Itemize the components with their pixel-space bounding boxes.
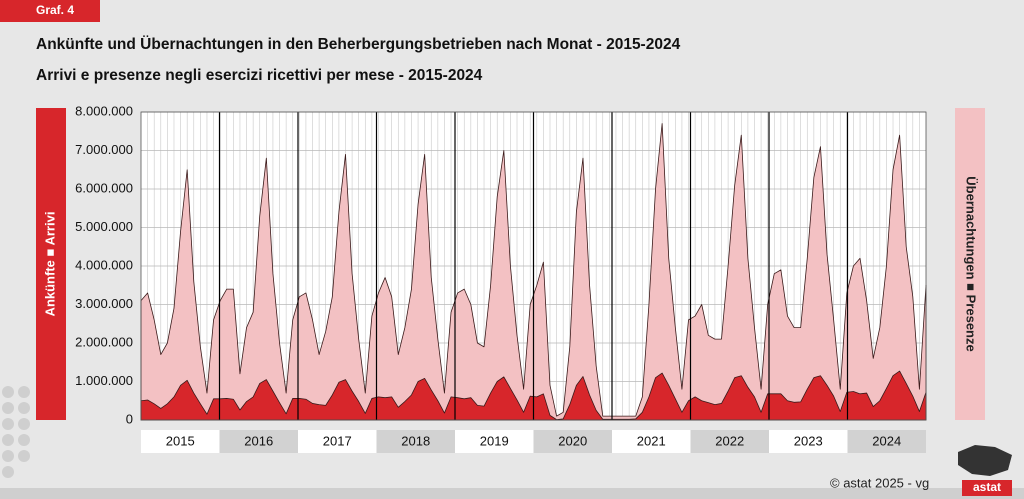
source: © astat 2025 - vg [830,475,929,490]
x-tick-label: 2021 [637,433,666,448]
x-tick-label: 2018 [401,433,430,448]
year-band [769,430,848,453]
x-tick-label: 2017 [323,433,352,448]
year-band [847,430,926,453]
x-tick-label: 2024 [872,433,901,448]
tag-box [0,0,100,22]
y-tick-label: 4.000.000 [75,257,133,272]
area [140,123,927,421]
decoration [2,386,30,478]
y-tick-label: 5.000.000 [75,219,133,234]
legend-band-right [955,108,985,420]
year-band [533,430,612,453]
chart-title: Ankünfte und Übernachtungen in den Beher… [36,36,681,53]
year-band [612,430,691,453]
y-tick-label: 2.000.000 [75,334,133,349]
year-band [298,430,377,453]
x-tick-label: 2022 [715,433,744,448]
y-tick-label: 0 [126,411,133,426]
logo-box [962,480,1012,496]
plot-border [140,111,927,421]
year-band [690,430,769,453]
y-tick-label: 6.000.000 [75,180,133,195]
legend-entry: Ankünfte ■ Arrivi [42,212,57,317]
y-tick-label: 7.000.000 [75,142,133,157]
year-band [141,430,220,453]
year-band [219,430,298,453]
tag: Graf. 4 [36,3,74,17]
x-tick-label: 2023 [794,433,823,448]
x-tick-label: 2019 [480,433,509,448]
footer-bar [0,488,1024,499]
x-tick-label: 2016 [244,433,273,448]
legend-band-left [36,108,66,420]
marks [140,123,927,421]
y-tick-label: 3.000.000 [75,296,133,311]
y-tick-label: 1.000.000 [75,373,133,388]
y-tick-label: 8.000.000 [75,103,133,118]
logo-map [958,445,1012,476]
logo: astat [973,480,1001,494]
x-tick-label: 2015 [166,433,195,448]
year-band [455,430,534,453]
legend-entry: Übernachtungen ■ Presenze [964,176,979,351]
frame: 0 1.000.000 2.000.000 3.000.000 4.000.000 5.0… [75,103,927,453]
year-band [376,430,455,453]
area [140,370,927,421]
chart-subtitle: Arrivi e presenze negli esercizi ricetti… [36,67,483,84]
x-tick-label: 2020 [558,433,587,448]
